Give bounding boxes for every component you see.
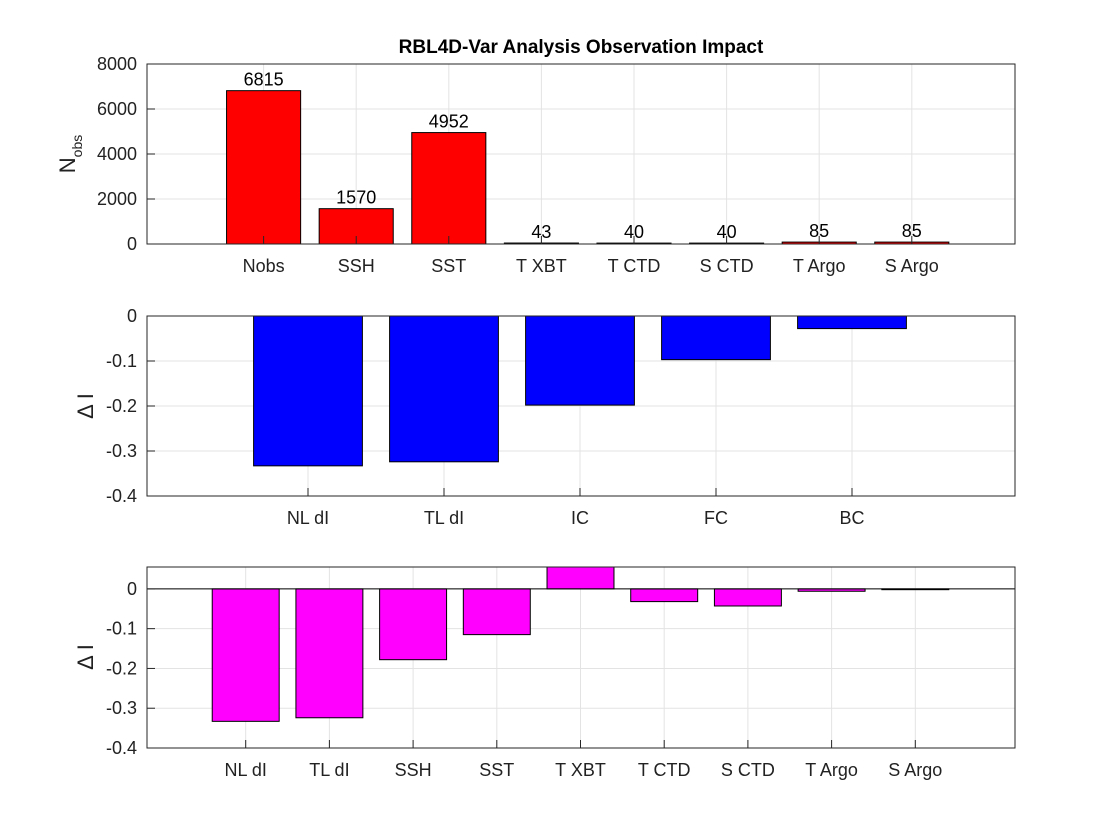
x-tick-label: TL dI (309, 760, 349, 780)
x-tick-label: S Argo (888, 760, 942, 780)
bar-nl-di (211, 588, 280, 722)
x-tick-label: S CTD (700, 256, 754, 276)
y-tick-label: -0.2 (106, 658, 137, 678)
bar-nl-di (253, 315, 363, 467)
x-tick-label: T Argo (793, 256, 846, 276)
bar-tl-di (389, 315, 499, 463)
data-label: 4952 (429, 112, 469, 132)
bar-t-ctd (630, 588, 699, 603)
bar-s-ctd (713, 588, 782, 607)
y-tick-label: 4000 (97, 144, 137, 164)
data-label: 1570 (336, 188, 376, 208)
y-tick-label: 8000 (97, 54, 137, 74)
x-tick-label: T XBT (516, 256, 567, 276)
x-tick-label: NL dI (225, 760, 267, 780)
bar-sst (411, 132, 487, 245)
x-tick-label: T XBT (555, 760, 606, 780)
impact-components-panel: -0.4 -0.3 -0.2 -0.1 0 NL dI TL dI IC FC BC Δ I (73, 306, 1016, 528)
obs-count-panel: 6815 1570 4952 43 40 40 85 85 0 2000 4000 6000 8000 N… (55, 54, 1016, 276)
data-label: 40 (717, 222, 737, 242)
x-tick-label: T CTD (608, 256, 661, 276)
y-axis-label: Δ I (73, 393, 98, 419)
x-tick-label: FC (704, 508, 728, 528)
y-tick-label: 2000 (97, 189, 137, 209)
x-tick-label: Nobs (243, 256, 285, 276)
x-tick-label: BC (839, 508, 864, 528)
bar-nobs (226, 90, 302, 245)
x-tick-label: SSH (395, 760, 432, 780)
bar-fc (661, 315, 771, 361)
y-tick-label: -0.3 (106, 698, 137, 718)
x-tick-label: SST (431, 256, 466, 276)
bar-bc (797, 315, 907, 330)
bar-ic (525, 315, 635, 406)
impact-by-obs-type-panel: -0.4 -0.3 -0.2 -0.1 0 NL dI TL dI SSH SST T XBT T … (73, 566, 1016, 780)
y-tick-label: -0.2 (106, 396, 137, 416)
y-axis-label: Nobs (55, 135, 85, 173)
y-tick-label: 0 (127, 306, 137, 326)
chart-title: RBL4D-Var Analysis Observation Impact (399, 37, 764, 58)
y-tick-label: -0.1 (106, 619, 137, 639)
data-label: 40 (624, 222, 644, 242)
y-axis-label-subscript: obs (69, 135, 85, 158)
x-tick-label: SST (479, 760, 514, 780)
y-tick-label: -0.1 (106, 351, 137, 371)
x-tick-label: SSH (338, 256, 375, 276)
y-tick-label: 6000 (97, 99, 137, 119)
data-label: 85 (902, 221, 922, 241)
x-tick-label: NL dI (287, 508, 329, 528)
y-tick-label: 0 (127, 579, 137, 599)
bar-sst (462, 588, 531, 636)
y-tick-label: 0 (127, 234, 137, 254)
x-tick-label: T CTD (638, 760, 691, 780)
y-tick-label: -0.4 (106, 738, 137, 758)
x-tick-label: S CTD (721, 760, 775, 780)
data-label: 85 (809, 221, 829, 241)
bar-t-xbt (546, 566, 615, 590)
x-tick-label: IC (571, 508, 589, 528)
bar-tl-di (295, 588, 364, 719)
y-axis-label: Δ I (73, 644, 98, 670)
data-label: 43 (531, 222, 551, 242)
x-tick-label: TL dI (424, 508, 464, 528)
y-tick-label: -0.3 (106, 441, 137, 461)
data-label: 6815 (244, 70, 284, 90)
x-tick-label: S Argo (885, 256, 939, 276)
bar-ssh (379, 588, 448, 661)
x-tick-label: T Argo (805, 760, 858, 780)
y-tick-label: -0.4 (106, 486, 137, 506)
